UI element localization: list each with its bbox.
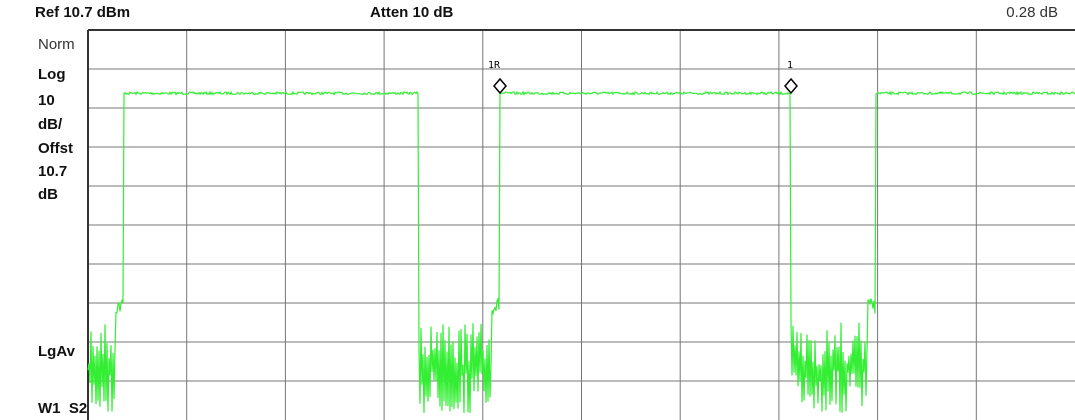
marker-label: 1R xyxy=(488,60,501,71)
offset-label: Offst xyxy=(38,140,73,157)
offset-value: 10.7 xyxy=(38,163,68,180)
scale-mode: Norm xyxy=(38,36,75,53)
trace xyxy=(87,90,1075,414)
ref-level: Ref 10.7 dBm xyxy=(35,4,131,21)
offset-unit: dB xyxy=(38,186,58,203)
marker-diamond xyxy=(493,77,507,95)
trace-status: W1 S2 xyxy=(38,400,88,417)
marker-diamond xyxy=(784,77,798,95)
scale-div: 10 xyxy=(38,92,55,109)
graticule xyxy=(87,29,1075,420)
scale-type: Log xyxy=(38,66,66,83)
marker-label: 1 xyxy=(787,60,793,71)
detector: LgAv xyxy=(38,343,75,360)
scale-unit: dB/ xyxy=(38,116,63,133)
attenuation: Atten 10 dB xyxy=(370,4,454,21)
marker-delta: 0.28 dB xyxy=(1006,4,1058,21)
